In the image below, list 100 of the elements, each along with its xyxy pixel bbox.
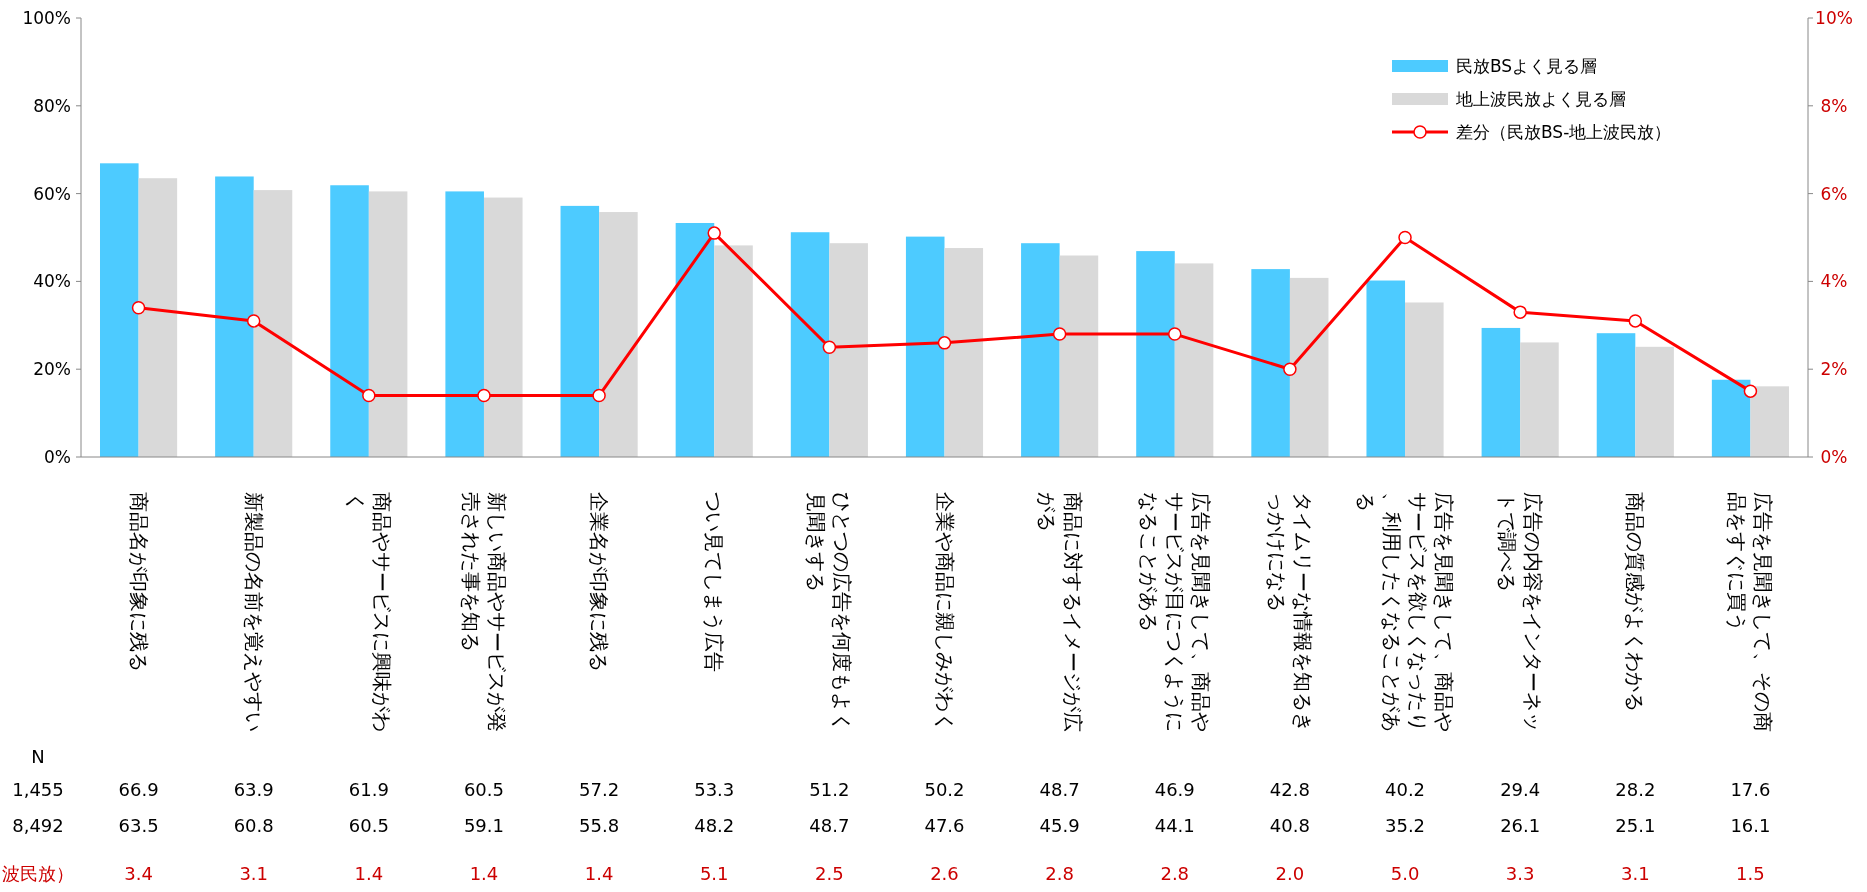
point bbox=[1628, 314, 1643, 328]
data-label: 5.1 bbox=[699, 863, 729, 885]
data-label: 60.5 bbox=[348, 815, 389, 837]
bar bbox=[1750, 386, 1789, 457]
point bbox=[1513, 305, 1527, 319]
y2-tick-label: 0% bbox=[1820, 446, 1848, 467]
bar bbox=[829, 243, 868, 457]
data-label: 47.6 bbox=[924, 815, 965, 837]
data-label: 2.8 bbox=[1045, 863, 1074, 885]
y-tick-label: 80% bbox=[33, 95, 71, 116]
x-tick-label: 商品に対するイメージが広がる bbox=[1034, 492, 1085, 732]
data-label: 50.2 bbox=[924, 779, 965, 801]
data-label: 2.8 bbox=[1160, 863, 1190, 885]
bar bbox=[1481, 327, 1521, 457]
data-label: 48.2 bbox=[694, 815, 735, 837]
legend-label: 民放BSよく見る層 bbox=[1456, 55, 1598, 76]
x-tick-label: 新しい商品やサービスが発売された事を知る bbox=[458, 492, 509, 732]
data-label: 2.0 bbox=[1275, 863, 1305, 885]
point bbox=[1283, 362, 1297, 376]
data-label: 1.4 bbox=[584, 863, 614, 885]
bar bbox=[675, 223, 715, 457]
point bbox=[362, 388, 376, 403]
point bbox=[592, 388, 606, 403]
data-label: 16.1 bbox=[1730, 815, 1771, 837]
y2-tick-label: 6% bbox=[1820, 183, 1848, 204]
bar bbox=[1520, 342, 1559, 457]
data-label: 3.4 bbox=[124, 863, 153, 885]
data-label: 1.4 bbox=[354, 863, 384, 885]
bar bbox=[138, 178, 178, 457]
y-tick-label: 20% bbox=[33, 359, 71, 380]
data-label: 1.4 bbox=[469, 863, 499, 885]
x-tick-label: 商品やサービスに興味がわく bbox=[343, 492, 394, 732]
bar bbox=[905, 236, 945, 457]
x-tick-label: 広告を見聞きして、商品やサービスを欲しくなったり、利用したくなることがある bbox=[1354, 492, 1457, 732]
data-label: 48.7 bbox=[1039, 779, 1080, 801]
data-label: 66.9 bbox=[118, 779, 159, 801]
bar bbox=[599, 212, 638, 457]
text: 波民放） bbox=[2, 863, 74, 885]
data-label: 17.6 bbox=[1730, 779, 1771, 801]
point bbox=[1168, 327, 1182, 341]
bar bbox=[215, 176, 254, 457]
y2-tick-label: 2% bbox=[1820, 359, 1848, 380]
bar bbox=[714, 245, 753, 457]
data-label: 44.1 bbox=[1154, 815, 1195, 837]
bar bbox=[368, 191, 408, 457]
x-tick-label: 広告を見聞きして、商品やサービスが目につくようになることがある bbox=[1136, 492, 1213, 732]
data-label: 61.9 bbox=[348, 779, 389, 801]
x-tick-label: 商品名が印象に残る bbox=[126, 492, 151, 672]
x-tick-label: ひとつの広告を何度もよく見聞きする bbox=[804, 492, 855, 732]
data-label: 45.9 bbox=[1039, 815, 1080, 837]
bar bbox=[1289, 277, 1329, 457]
point bbox=[707, 226, 721, 240]
x-tick-label: 広告を見聞きして、その商品をすぐに買う bbox=[1725, 492, 1776, 732]
bar bbox=[1366, 280, 1406, 457]
x-tick-label: 商品の質感がよくわかる bbox=[1623, 492, 1648, 712]
x-tick-label: 企業や商品に親しみがわく bbox=[932, 492, 957, 732]
text: N bbox=[31, 746, 45, 768]
data-label: 63.9 bbox=[233, 779, 274, 801]
y2-tick-label: 10% bbox=[1815, 7, 1853, 28]
x-tick-label: 広告の内容をインターネットで調べる bbox=[1495, 492, 1546, 732]
bar bbox=[1174, 263, 1214, 457]
data-label: 60.5 bbox=[463, 779, 505, 801]
data-label: 59.1 bbox=[463, 815, 505, 837]
bar bbox=[790, 232, 830, 457]
legend-label: 差分（民放BS-地上波民放） bbox=[1456, 121, 1672, 142]
bar bbox=[1059, 255, 1099, 457]
y-tick-label: 0% bbox=[44, 446, 71, 467]
bar bbox=[1251, 269, 1290, 457]
data-label: 42.8 bbox=[1269, 779, 1310, 801]
data-label: 48.7 bbox=[809, 815, 850, 837]
data-label: 35.2 bbox=[1384, 815, 1426, 837]
bar bbox=[1136, 251, 1175, 457]
bar bbox=[1711, 379, 1751, 457]
point bbox=[131, 300, 146, 315]
legend-label: 地上波民放よく見る層 bbox=[1455, 88, 1626, 109]
data-label: 25.1 bbox=[1615, 815, 1656, 837]
point bbox=[822, 340, 837, 354]
point bbox=[477, 388, 491, 403]
x-tick-label: 新製品の名前を覚えやすい bbox=[241, 492, 266, 732]
bar bbox=[253, 190, 293, 457]
data-label: 1.5 bbox=[1736, 863, 1765, 885]
bar bbox=[100, 163, 139, 457]
text: 1,455 bbox=[12, 779, 64, 801]
bar bbox=[944, 248, 984, 457]
data-label: 57.2 bbox=[579, 779, 620, 801]
x-tick-label: 企業名が印象に残る bbox=[587, 492, 612, 672]
data-label: 60.8 bbox=[233, 815, 274, 837]
data-label: 29.4 bbox=[1500, 779, 1541, 801]
data-label: 5.0 bbox=[1390, 863, 1420, 885]
x-tick-label: タイムリーな情報を知るきっかけになる bbox=[1264, 492, 1315, 732]
point bbox=[246, 314, 261, 328]
data-label: 51.2 bbox=[809, 779, 850, 801]
data-label: 40.2 bbox=[1384, 779, 1426, 801]
bar bbox=[1405, 302, 1444, 457]
data-label: 2.5 bbox=[815, 863, 844, 885]
y-tick-label: 60% bbox=[33, 183, 71, 204]
text: 8,492 bbox=[12, 815, 64, 837]
bar bbox=[445, 191, 484, 457]
bar bbox=[560, 205, 600, 457]
bar bbox=[330, 185, 369, 457]
